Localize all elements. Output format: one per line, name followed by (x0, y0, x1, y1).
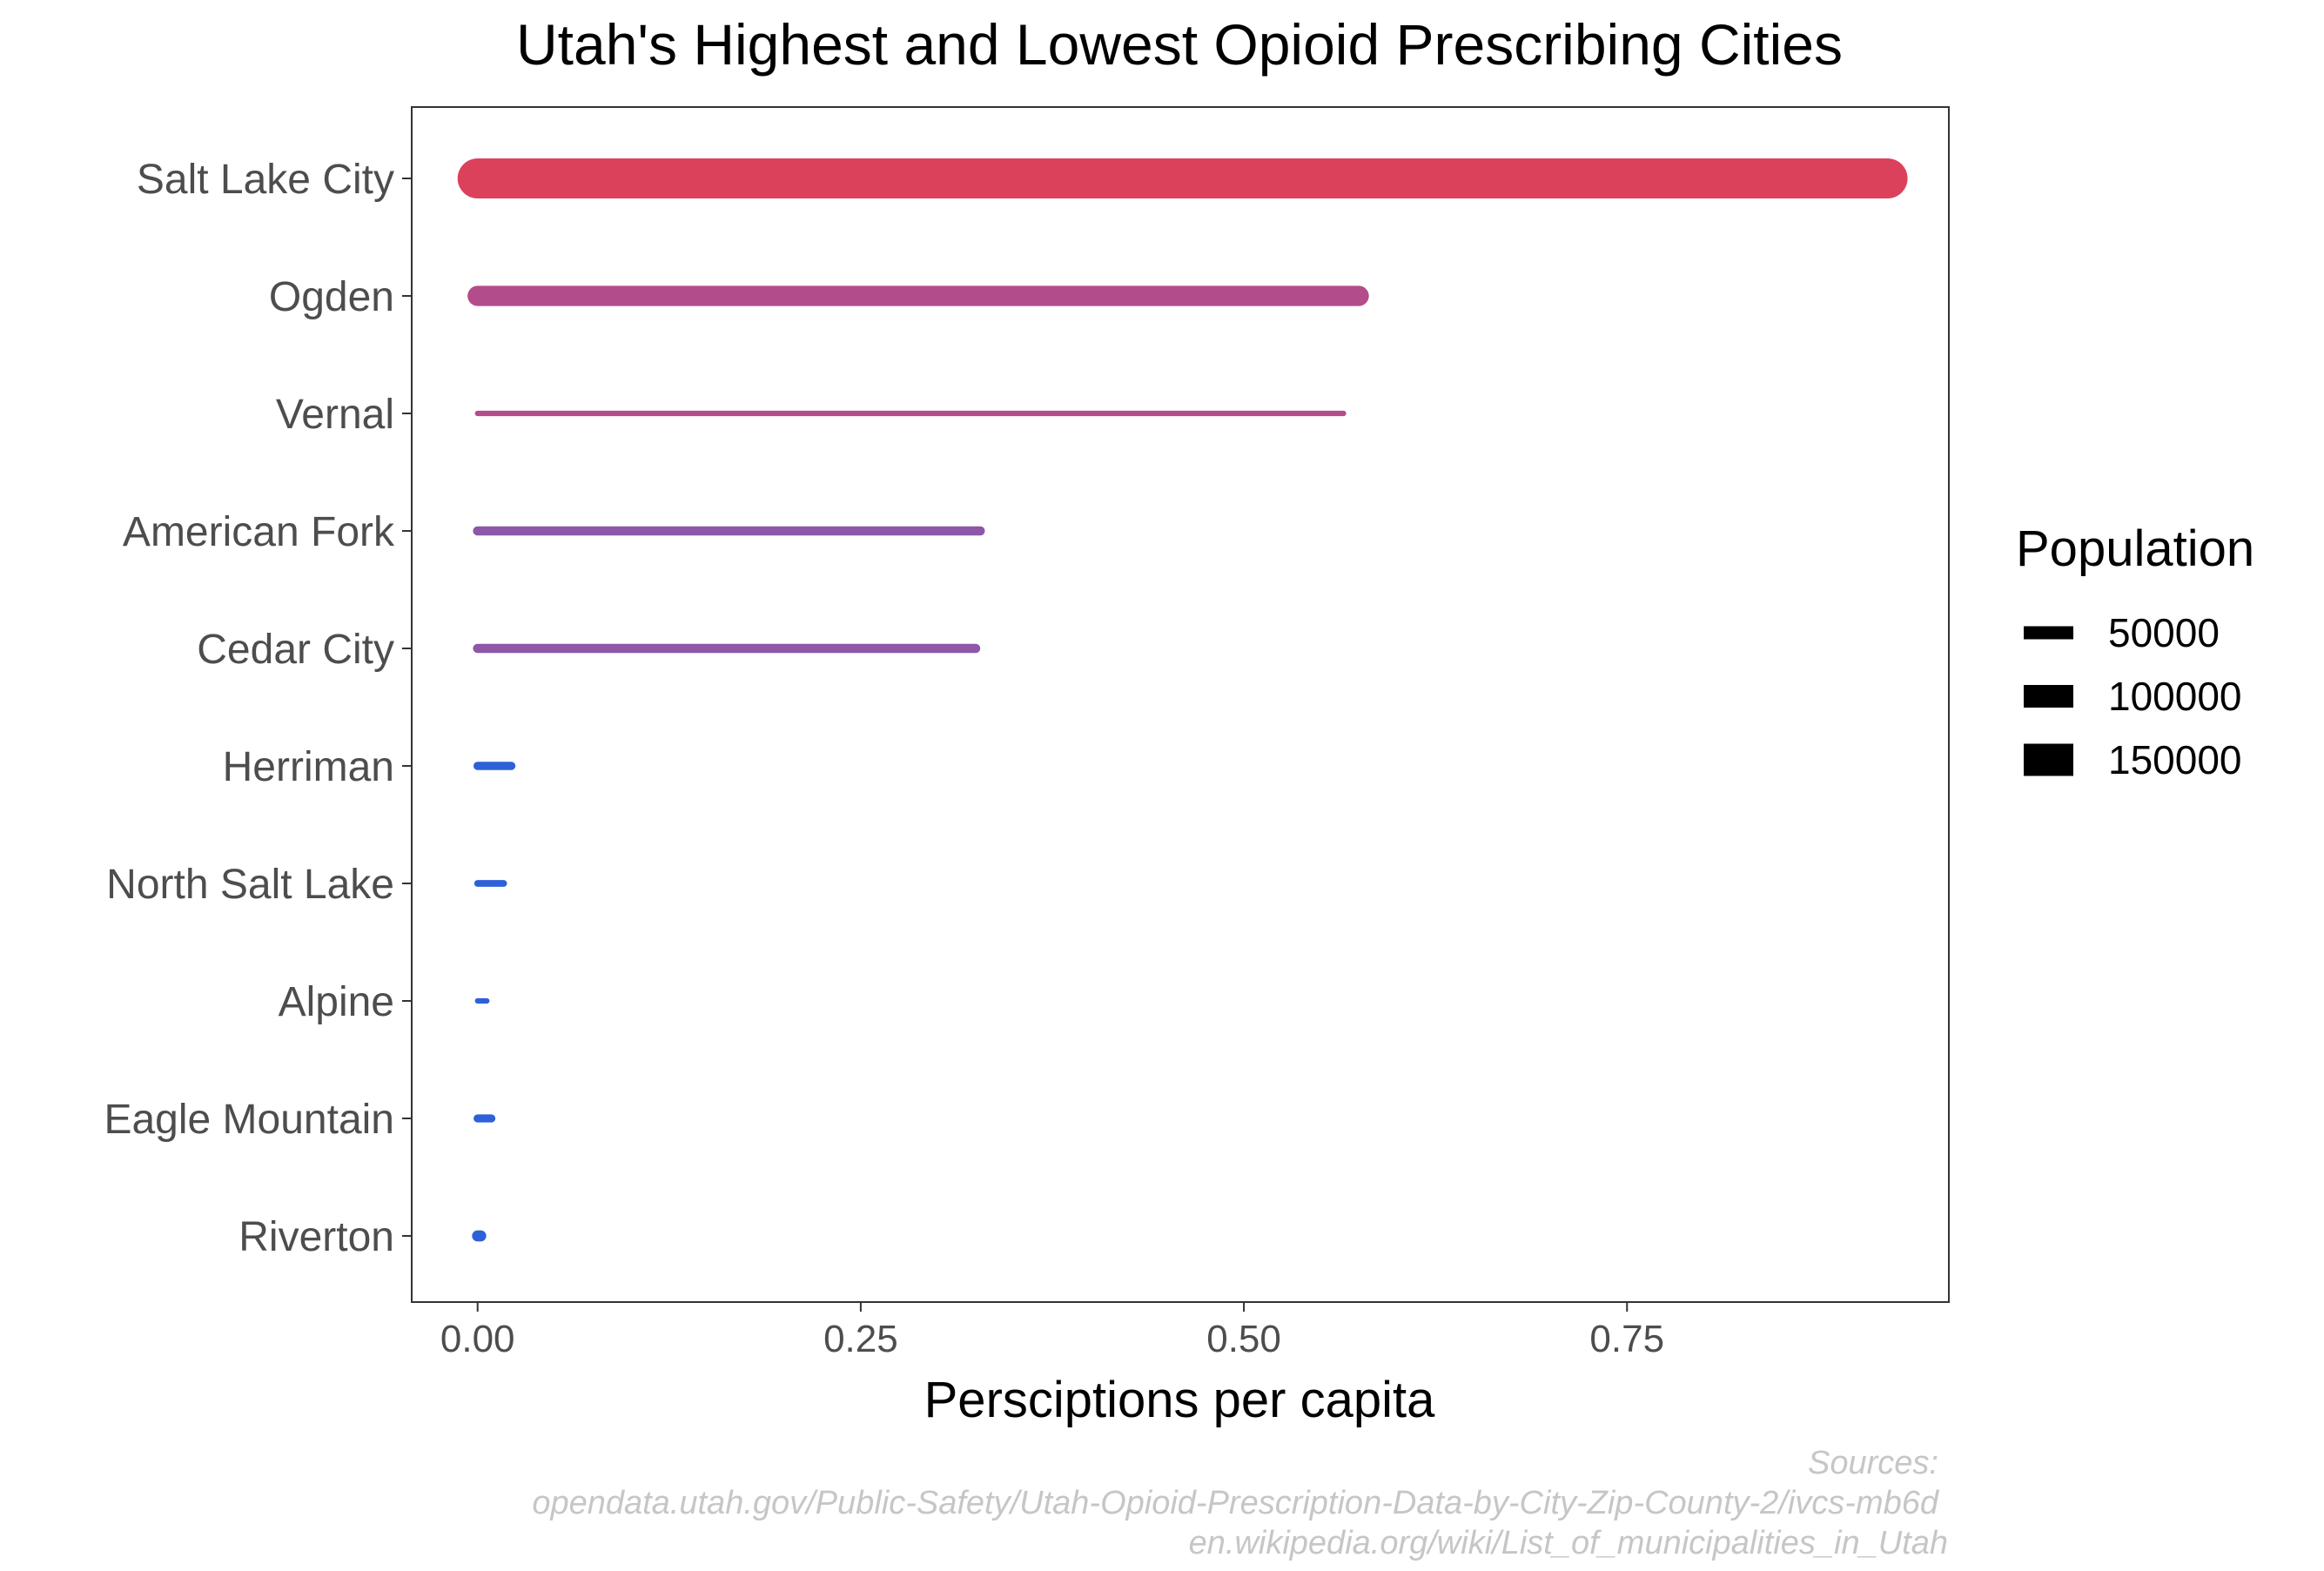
x-axis: 0.00 0.25 0.50 0.75 (440, 1302, 1664, 1360)
legend-label-50000: 50000 (2108, 610, 2220, 655)
y-tick-label-herriman: Herriman (223, 744, 394, 790)
y-tick-label-north-salt-lake: North Salt Lake (106, 862, 394, 908)
x-tick-label-1: 0.25 (823, 1318, 898, 1360)
legend-label-100000: 100000 (2108, 674, 2242, 719)
legend-title: Population (2016, 520, 2254, 577)
y-tick-label-alpine: Alpine (279, 979, 394, 1025)
legend-label-150000: 150000 (2108, 737, 2242, 782)
legend-key-100000 (2024, 685, 2073, 708)
legend: Population 50000 100000 150000 (2016, 520, 2254, 782)
y-tick-label-cedar-city: Cedar City (197, 627, 394, 673)
x-tick-label-3: 0.75 (1589, 1318, 1664, 1360)
y-tick-label-riverton: Riverton (238, 1214, 394, 1260)
y-tick-label-vernal: Vernal (276, 392, 394, 438)
x-tick-label-2: 0.50 (1206, 1318, 1281, 1360)
y-tick-label-american-fork: American Fork (123, 509, 395, 555)
sources-label: Sources: (1808, 1445, 1938, 1481)
chart-title: Utah's Highest and Lowest Opioid Prescri… (516, 12, 1843, 77)
y-axis: Salt Lake City Ogden Vernal American Fork Ce… (104, 157, 412, 1260)
x-tick-label-0: 0.00 (440, 1318, 515, 1360)
y-tick-label-eagle-mountain: Eagle Mountain (104, 1097, 394, 1143)
source-line-1: opendata.utah.gov/Public-Safety/Utah-Opi… (532, 1485, 1940, 1521)
x-axis-title: Persciptions per capita (924, 1372, 1435, 1428)
legend-key-150000 (2024, 743, 2073, 776)
sources-note: Sources: opendata.utah.gov/Public-Safety… (532, 1445, 1948, 1561)
plot-panel (411, 106, 1950, 1303)
bars-layer (457, 158, 1908, 1242)
y-tick-label-salt-lake-city: Salt Lake City (137, 157, 394, 203)
y-tick-label-ogden: Ogden (269, 274, 394, 320)
legend-key-50000 (2024, 626, 2073, 640)
source-line-2: en.wikipedia.org/wiki/List_of_municipali… (1189, 1525, 1948, 1561)
